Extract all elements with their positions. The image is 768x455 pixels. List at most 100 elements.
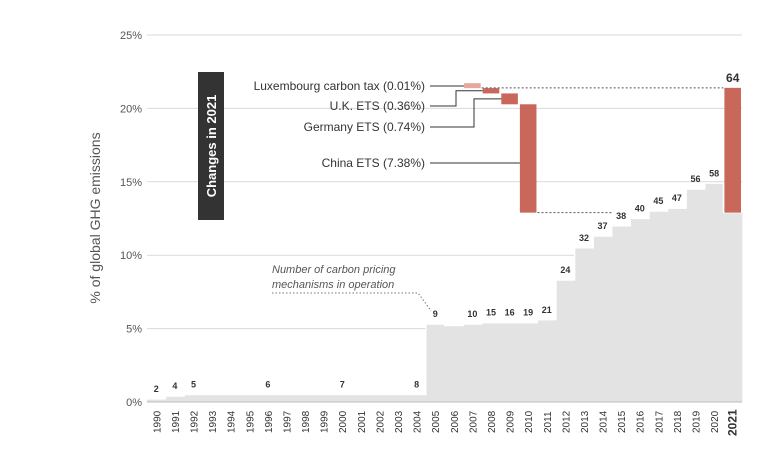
waterfall-bar [519,104,537,213]
count-label: 19 [523,308,533,318]
waterfall-bar [501,93,518,105]
x-tick-label: 2009 [506,410,517,433]
coverage-column [444,325,464,402]
x-tick-label: 1997 [282,410,293,433]
count-label: 15 [486,308,496,318]
waterfall-leader [430,90,483,107]
y-tick-label: 5% [126,324,142,336]
y-tick-label: 25% [120,30,142,42]
axis-layer: 0%5%10%15%20%25%1990 1991 1992 1993 1994 1995… [120,30,742,436]
coverage-column [147,399,166,402]
coverage-column [295,394,315,402]
x-tick-label: 2000 [338,410,349,433]
coverage-column [165,396,185,402]
waterfall-label: China ETS (7.38%) [322,156,425,170]
x-tick-label: 1995 [245,410,256,433]
y-tick-label: 0% [126,397,142,409]
count-label: 64 [726,71,740,85]
coverage-column [593,236,613,402]
x-tick-label: 2001 [357,410,368,433]
x-tick-label: 2011 [543,411,554,433]
x-tick-label: 2008 [487,410,498,433]
count-label: 9 [433,309,438,319]
count-label: 56 [691,174,701,184]
count-label: 7 [340,380,345,390]
coverage-column [370,394,390,402]
coverage-column [667,208,687,402]
coverage-column [239,394,259,402]
x-tick-label: 2015 [617,410,628,433]
coverage-column [221,394,241,402]
y-tick-label: 20% [120,103,142,115]
count-label: 6 [265,380,270,390]
waterfall-leader [430,98,502,128]
coverage-column [649,211,669,402]
annotation-line: Number of carbon pricing [272,264,396,276]
count-label: 5 [191,380,196,390]
waterfall-bar [464,83,481,89]
x-tick-label: 2019 [692,410,703,433]
count-label: 47 [672,193,682,203]
changes-banner: Changes in 2021 [198,72,224,220]
x-tick-label: 2003 [394,410,405,433]
x-tick-label: 2004 [413,410,424,433]
coverage-column [407,394,427,402]
coverage-column [518,322,538,402]
x-tick-label: 1990 [152,410,163,433]
banner-background [198,72,224,220]
coverage-column [184,394,204,402]
waterfall-layer [464,83,741,214]
x-tick-label: 2002 [375,410,386,433]
x-tick-label: 1993 [208,410,219,433]
coverage-column [314,394,334,402]
coverage-column [481,322,501,402]
coverage-outline [147,182,742,400]
x-tick-label: 2012 [561,410,572,433]
count-label: 2 [154,384,159,394]
annotation-leader [272,292,432,312]
x-tick-label: 1992 [189,410,200,433]
waterfall-label: U.K. ETS (0.36%) [330,99,425,113]
count-label: 45 [653,196,663,206]
x-tick-label: 1996 [264,410,275,433]
coverage-column [425,324,445,402]
x-tick-label: 2007 [468,410,479,433]
x-tick-label: 2013 [580,410,591,433]
coverage-column [556,280,576,402]
x-tick-label: 2016 [636,410,647,433]
x-tick-label: 2005 [431,410,442,433]
coverage-column [500,322,520,402]
x-tick-label: 2014 [599,410,610,433]
count-label: 10 [467,309,477,319]
y-axis-title: % of global GHG emissions [87,132,103,303]
coverage-column [277,394,297,402]
x-tick-label: 2010 [524,410,535,433]
count-label: 40 [635,204,645,214]
x-tick-label: 2017 [654,410,665,433]
count-label: 21 [542,305,552,315]
x-tick-label: 2020 [710,410,721,433]
x-tick-label: 2021 [726,409,740,436]
x-tick-label: 1994 [227,410,238,433]
coverage-column [723,212,743,402]
y-tick-label: 15% [120,177,142,189]
count-label: 38 [616,211,626,221]
coverage-column [611,225,631,402]
count-label: 16 [505,308,515,318]
waterfall-label: Germany ETS (0.74%) [304,120,425,134]
waterfall-label: Luxembourg carbon tax (0.01%) [254,79,425,93]
x-tick-label: 1991 [171,410,182,433]
annotation-line: mechanisms in operation [272,279,394,291]
coverage-column [258,394,278,402]
count-label: 24 [560,265,570,275]
coverage-column [686,189,706,402]
coverage-column [574,247,594,402]
x-tick-label: 1998 [301,410,312,433]
x-tick-label: 2006 [450,410,461,433]
coverage-column [537,319,557,402]
count-label: 58 [709,168,719,178]
count-label: 4 [172,381,177,391]
waterfall-total-bar [724,87,741,213]
coverage-column [332,394,352,402]
